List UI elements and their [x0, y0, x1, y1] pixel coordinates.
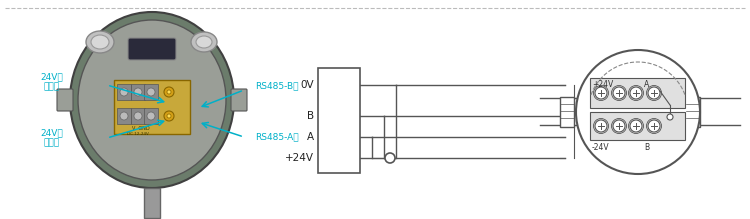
Bar — [144, 188, 160, 218]
Bar — [144, 84, 158, 100]
Text: 24V电
源正极: 24V电 源正极 — [40, 128, 63, 148]
Circle shape — [134, 112, 142, 120]
Circle shape — [576, 50, 700, 174]
Bar — [560, 97, 574, 127]
Ellipse shape — [196, 36, 212, 48]
Text: DC 12-24V: DC 12-24V — [127, 132, 148, 136]
Bar — [590, 78, 685, 108]
Ellipse shape — [91, 35, 109, 49]
Circle shape — [648, 120, 660, 132]
Bar — [318, 68, 360, 173]
Text: B: B — [307, 111, 314, 121]
Circle shape — [120, 88, 128, 96]
Circle shape — [120, 112, 128, 120]
Circle shape — [147, 88, 155, 96]
Text: 0V: 0V — [300, 80, 314, 90]
Text: 24V电
源负极: 24V电 源负极 — [40, 72, 63, 92]
Circle shape — [648, 87, 660, 99]
Circle shape — [613, 120, 625, 132]
Circle shape — [164, 87, 174, 97]
Circle shape — [167, 114, 171, 118]
Bar — [114, 80, 190, 134]
Text: A: A — [644, 80, 650, 89]
Circle shape — [147, 112, 155, 120]
FancyBboxPatch shape — [231, 89, 247, 111]
Ellipse shape — [191, 32, 217, 52]
Circle shape — [167, 90, 171, 94]
Circle shape — [613, 87, 625, 99]
Circle shape — [385, 153, 395, 163]
Circle shape — [164, 111, 174, 121]
FancyBboxPatch shape — [57, 89, 73, 111]
Text: +24V: +24V — [592, 80, 613, 89]
Circle shape — [630, 87, 642, 99]
Bar — [131, 108, 145, 124]
Circle shape — [667, 114, 673, 120]
Text: RS485-B极: RS485-B极 — [255, 81, 298, 90]
Text: V  GND: V GND — [132, 126, 149, 131]
Text: +24V: +24V — [285, 153, 314, 163]
Bar — [144, 108, 158, 124]
Circle shape — [595, 87, 607, 99]
Text: RS485-A极: RS485-A极 — [255, 132, 298, 141]
Text: A: A — [307, 132, 314, 142]
Ellipse shape — [78, 20, 226, 180]
Text: B: B — [644, 143, 649, 152]
Circle shape — [134, 88, 142, 96]
Circle shape — [595, 120, 607, 132]
Circle shape — [630, 120, 642, 132]
Bar — [590, 112, 685, 140]
FancyBboxPatch shape — [128, 38, 176, 60]
Bar — [686, 97, 700, 127]
Text: -24V: -24V — [592, 143, 610, 152]
Ellipse shape — [70, 12, 234, 188]
Ellipse shape — [86, 31, 114, 53]
Bar — [131, 84, 145, 100]
Bar — [117, 84, 131, 100]
Bar — [117, 108, 131, 124]
